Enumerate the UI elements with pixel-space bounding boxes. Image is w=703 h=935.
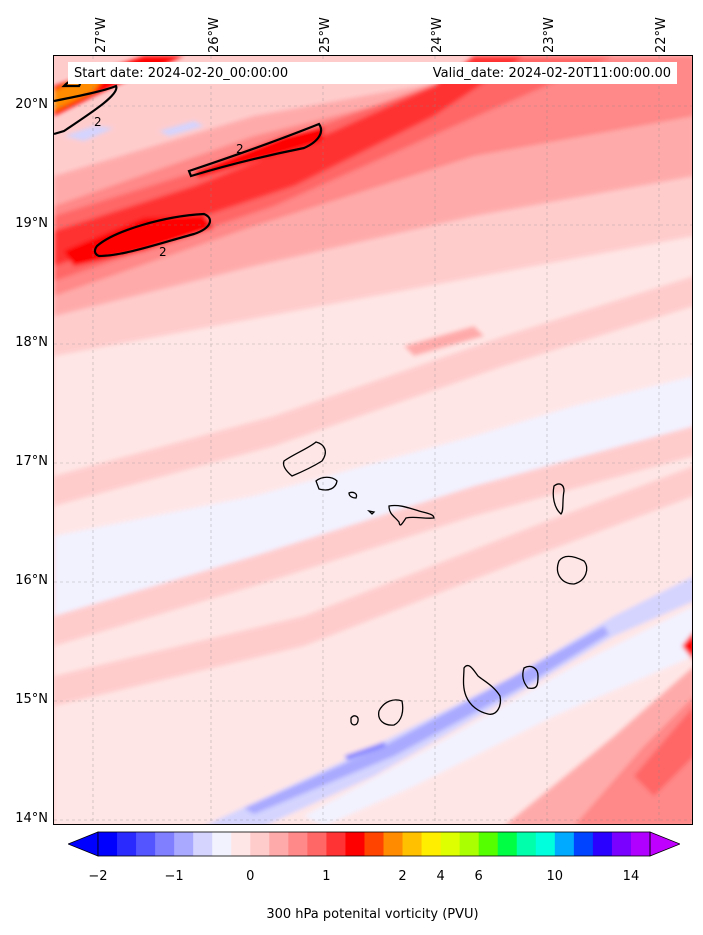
lat-label-16n: 16°N [15, 573, 48, 588]
colorbar-segment [193, 832, 213, 856]
colorbar-segment [497, 832, 518, 856]
colorbar-segment [269, 832, 289, 856]
island-boa-vista [556, 555, 588, 585]
colorbar-segment [402, 832, 423, 856]
colorbar-segment [250, 832, 270, 856]
gridlines [54, 56, 692, 824]
colorbar-segment [554, 832, 575, 856]
island-branco [367, 509, 376, 515]
start-date-label: Start date: 2024-02-20_00:00:00 [74, 66, 289, 81]
colorbar-tick-label: 0 [246, 869, 255, 884]
island-sao-vicente [315, 476, 338, 491]
lon-label-25w: 25°W [318, 17, 333, 53]
pv-shading [54, 56, 692, 824]
potential-vorticity-field: 2 2 2 [54, 56, 692, 824]
colorbar-segment [288, 832, 308, 856]
contour-label-2-lower: 2 [159, 245, 167, 259]
colorbar-extend-high [649, 831, 680, 857]
lat-label-15n: 15°N [15, 692, 48, 707]
colorbar-segment [231, 832, 251, 856]
lat-label-14n: 14°N [15, 811, 48, 826]
lat-label-17n: 17°N [15, 454, 48, 469]
colorbar-segment [212, 832, 232, 856]
lon-label-23w: 23°W [542, 17, 557, 53]
colorbar-segment [98, 832, 118, 856]
colorbar-segment [174, 832, 194, 856]
colorbar-segment [516, 832, 537, 856]
island-sal [552, 483, 565, 515]
colorbar-segment [307, 832, 327, 856]
colorbar-segment [155, 832, 175, 856]
colorbar-extend-low [68, 831, 99, 857]
colorbar-segment [611, 832, 632, 856]
island-sao-nicolau [388, 504, 435, 526]
lon-label-26w: 26°W [207, 17, 222, 53]
colorbar-segment [136, 832, 156, 856]
colorbar-tick-label: −2 [88, 869, 108, 884]
lat-label-20n: 20°N [15, 97, 48, 112]
lon-label-22w: 22°W [654, 17, 669, 53]
island-santiago [462, 664, 502, 715]
valid-date-label: Valid_date: 2024-02-20T11:00:00.00 [432, 66, 671, 81]
colorbar-segment [535, 832, 556, 856]
colorbar-segment [345, 832, 365, 856]
contour-label-2-upper: 2 [94, 115, 102, 129]
colorbar-tick-label: −1 [164, 869, 184, 884]
colorbar [68, 831, 680, 857]
colorbar-tick-label: 4 [436, 869, 445, 884]
info-bar: Start date: 2024-02-20_00:00:00 Valid_da… [68, 62, 677, 84]
lat-label-19n: 19°N [15, 216, 48, 231]
colorbar-segment [383, 832, 404, 856]
colorbar-segment [630, 832, 651, 856]
colorbar-segment [117, 832, 137, 856]
colorbar-label: 300 hPa potenital vorticity (PVU) [266, 907, 479, 922]
colorbar-tick-label: 1 [322, 869, 331, 884]
colorbar-segment [592, 832, 613, 856]
colorbar-segment [440, 832, 461, 856]
island-santa-luzia [348, 491, 358, 499]
colorbar-segment [478, 832, 499, 856]
colorbar-segment [421, 832, 442, 856]
lon-label-27w: 27°W [94, 17, 109, 53]
cape-verde-islands [282, 441, 588, 726]
colorbar-segment [459, 832, 480, 856]
colorbar-tick-label: 14 [622, 869, 640, 884]
island-maio [522, 665, 539, 690]
colorbar-segment [364, 832, 385, 856]
colorbar-segment [326, 832, 346, 856]
island-fogo [378, 699, 404, 726]
lon-label-24w: 24°W [430, 17, 445, 53]
lat-label-18n: 18°N [15, 335, 48, 350]
island-brava [350, 715, 359, 726]
colorbar-outline [97, 831, 651, 857]
colorbar-tick-label: 6 [474, 869, 483, 884]
island-santo-antao [282, 441, 326, 477]
colorbar-tick-label: 10 [546, 869, 564, 884]
map-panel: 2 2 2 [53, 55, 693, 825]
contour-label-2-middle: 2 [236, 142, 244, 156]
colorbar-segment [573, 832, 594, 856]
colorbar-tick-label: 2 [398, 869, 407, 884]
